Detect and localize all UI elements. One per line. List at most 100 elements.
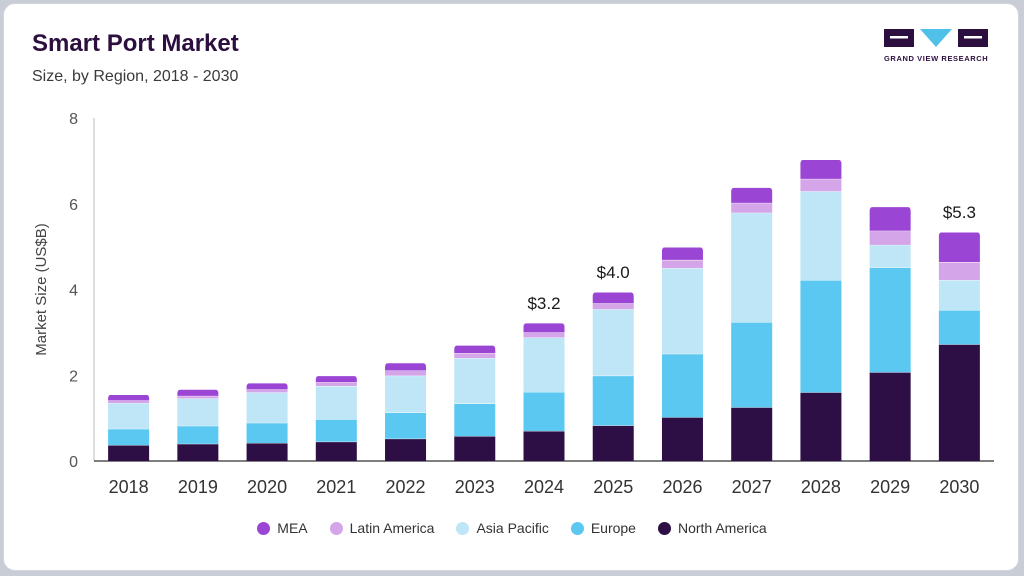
bar-2025-asia-pacific [592,309,634,376]
y-tick-label-4: 4 [69,283,78,300]
y-tick-label-0: 0 [69,454,78,471]
legend-item-mea[interactable]: MEA [257,520,308,536]
bar-2026-europe [661,353,703,418]
bar-2020-mea [246,382,288,390]
bar-2025-north-america [592,425,634,461]
bar-2021-europe [315,419,357,442]
bar-2025-latin-america [592,303,634,310]
bar-2028-latin-america [800,178,842,192]
legend-item-europe[interactable]: Europe [570,520,636,536]
legend-label-latin-america: Latin America [349,520,435,536]
bar-2025-mea [592,292,634,304]
x-tick-label-2022: 2022 [386,477,426,497]
bar-2021-latin-america [315,382,357,386]
x-tick-label-2025: 2025 [593,477,633,497]
bar-2029-north-america [869,372,911,461]
chart-legend: MEA Latin America Asia Pacific Europe No… [4,520,1018,536]
legend-label-north-america: North America [677,520,767,536]
bar-2020-latin-america [246,389,288,393]
x-tick-label-2028: 2028 [801,477,841,497]
x-tick-label-2020: 2020 [247,477,287,497]
bar-2018-europe [108,428,150,446]
legend-swatch-europe [570,521,584,535]
legend-swatch-north-america [657,521,671,535]
bar-2022-latin-america [385,370,427,376]
data-label-2024: $3.2 [527,294,560,313]
x-tick-label-2018: 2018 [109,477,149,497]
bar-2019-mea [177,389,219,396]
bar-2021-mea [315,375,357,383]
bar-2018-asia-pacific [108,403,150,429]
legend-label-mea: MEA [277,520,308,536]
legend-item-north-america[interactable]: North America [657,520,767,536]
bar-2028-asia-pacific [800,191,842,281]
legend-swatch-asia-pacific [456,521,470,535]
x-tick-label-2026: 2026 [662,477,702,497]
bar-2026-north-america [661,417,703,461]
bar-2030-mea [938,232,980,263]
bar-2022-north-america [385,438,427,461]
bar-2024-asia-pacific [523,337,565,392]
x-tick-label-2024: 2024 [524,477,564,497]
bar-2019-latin-america [177,395,219,399]
bar-2024-europe [523,391,565,431]
bar-2018-north-america [108,445,150,461]
bar-2018-mea [108,394,150,401]
bar-2029-europe [869,267,911,373]
bar-2019-north-america [177,443,219,461]
chart-card: Smart Port Market Size, by Region, 2018 … [3,3,1019,571]
bar-2026-mea [661,247,703,260]
bar-2029-mea [869,206,911,231]
bar-2023-mea [454,345,496,353]
bar-2027-mea [731,187,773,203]
data-label-2030: $5.3 [943,203,976,222]
bar-2018-latin-america [108,400,150,404]
bar-2020-europe [246,422,288,443]
bar-2030-latin-america [938,262,980,281]
bar-2020-north-america [246,442,288,461]
bar-2029-latin-america [869,230,911,245]
x-tick-label-2027: 2027 [732,477,772,497]
bar-2028-north-america [800,392,842,461]
x-tick-label-2023: 2023 [455,477,495,497]
legend-label-europe: Europe [590,520,636,536]
bar-2020-asia-pacific [246,392,288,423]
bar-2026-latin-america [661,259,703,269]
bar-2023-asia-pacific [454,358,496,404]
grand-view-research-logo [884,29,988,47]
legend-label-asia-pacific: Asia Pacific [476,520,549,536]
y-tick-label-6: 6 [69,197,78,214]
bar-2019-europe [177,425,219,444]
bar-2028-europe [800,280,842,393]
bar-2027-north-america [731,407,773,461]
x-tick-label-2029: 2029 [870,477,910,497]
stacked-bar-chart: 0 2 4 6 8 Market Size (US$B) 2018 2019 2020 2021 2… [33,111,994,497]
chart-subtitle: Size, by Region, 2018 - 2030 [32,68,239,85]
bar-2027-europe [731,322,773,408]
bar-2030-europe [938,310,980,345]
bar-2027-asia-pacific [731,212,773,323]
legend-swatch-mea [257,521,271,535]
bar-2023-europe [454,403,496,437]
bar-2028-mea [800,159,842,179]
bar-2024-latin-america [523,332,565,338]
legend-item-asia-pacific[interactable]: Asia Pacific [456,520,549,536]
y-axis-title: Market Size (US$B) [33,223,50,356]
legend-swatch-latin-america [329,521,343,535]
bar-2030-asia-pacific [938,280,980,311]
x-tick-label-2021: 2021 [316,477,356,497]
bar-2025-europe [592,375,634,426]
bar-2023-latin-america [454,352,496,359]
bar-2030-north-america [938,344,980,461]
bar-2029-asia-pacific [869,244,911,268]
x-tick-label-2019: 2019 [178,477,218,497]
legend-item-latin-america[interactable]: Latin America [329,520,435,536]
bar-2021-asia-pacific [315,385,357,420]
chart-title: Smart Port Market [32,30,239,57]
logo-wordmark: GRAND VIEW RESEARCH [884,54,989,63]
bar-2027-latin-america [731,202,773,213]
bar-2024-mea [523,322,565,333]
x-tick-label-2030: 2030 [939,477,979,497]
bar-2023-north-america [454,436,496,461]
bar-2026-asia-pacific [661,268,703,354]
